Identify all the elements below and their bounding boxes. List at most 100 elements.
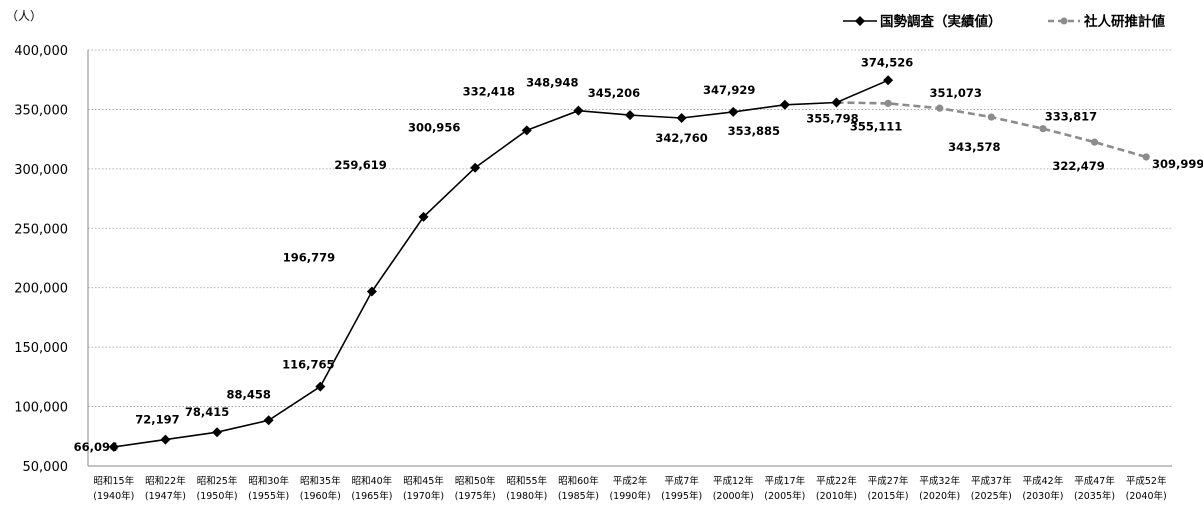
- x-tick-label: 平成12年: [713, 475, 754, 487]
- data-label: 345,206: [588, 86, 640, 100]
- data-label: 342,760: [655, 131, 707, 145]
- data-point-diamond: [521, 125, 532, 136]
- data-point-diamond: [315, 381, 326, 392]
- x-tick-year: (1980年): [506, 490, 547, 502]
- series-line-0: [113, 79, 889, 448]
- data-label: 116,765: [282, 358, 334, 372]
- data-label: 309,999: [1152, 157, 1203, 171]
- y-axis-ticks: 50,000 100,000 150,000 200,000 250,000 300,00…: [14, 44, 68, 475]
- y-axis-unit: （人）: [6, 9, 42, 23]
- x-tick-year: (1995年): [661, 490, 702, 502]
- x-tick-label: 平成2年: [613, 475, 648, 487]
- x-tick-year: (1940年): [93, 490, 134, 502]
- x-tick-year: (2000年): [713, 490, 754, 502]
- data-label: 333,817: [1045, 110, 1097, 124]
- data-label: 348,948: [526, 76, 578, 90]
- data-point-diamond: [418, 211, 429, 222]
- x-tick-label: 昭和40年: [352, 475, 393, 487]
- data-point-diamond: [366, 286, 377, 297]
- data-point-circle: [1039, 125, 1047, 133]
- data-point-circle: [936, 104, 944, 112]
- data-point-circle: [1090, 138, 1099, 146]
- data-label: 300,956: [408, 121, 460, 135]
- x-tick-year: (1985年): [558, 490, 599, 502]
- data-point-diamond: [573, 105, 584, 116]
- gridlines: [87, 49, 1172, 467]
- data-point-diamond: [831, 97, 842, 108]
- x-tick-label: 昭和35年: [300, 475, 341, 487]
- x-tick-year: (1947年): [145, 490, 186, 502]
- x-tick-label: 昭和55年: [506, 475, 547, 487]
- data-labels: 66,094 72,197 78,415 88,458 116,765 196,779 25…: [74, 55, 1203, 454]
- data-label: 374,526: [861, 55, 913, 69]
- x-tick-year: (2040年): [1126, 490, 1167, 502]
- x-tick-year: (2025年): [971, 490, 1012, 502]
- x-tick-label: 昭和50年: [455, 475, 496, 487]
- x-tick-label: 平成27年: [868, 475, 909, 487]
- x-tick-year: (2020年): [919, 490, 960, 502]
- x-tick-label: 平成42年: [1023, 475, 1064, 487]
- legend: 国勢調査（実績値） 社人研推計値: [843, 13, 1165, 30]
- data-point-diamond: [728, 106, 739, 117]
- data-label: 78,415: [185, 405, 229, 419]
- x-axis-ticks: 昭和15年 (1940年) 昭和22年 (1947年) 昭和25年 (1950年) 昭和30…: [93, 475, 1167, 502]
- data-label: 343,578: [948, 140, 1000, 154]
- y-tick-label: 100,000: [14, 401, 68, 416]
- x-tick-label: 昭和25年: [197, 475, 238, 487]
- data-point-circle: [987, 113, 995, 121]
- x-tick-label: 昭和15年: [94, 475, 135, 487]
- legend-marker-diamond: [855, 16, 865, 26]
- y-tick-label: 300,000: [14, 163, 68, 178]
- data-label: 322,479: [1052, 159, 1104, 173]
- x-tick-label: 平成37年: [971, 475, 1012, 487]
- x-tick-year: (1955年): [248, 490, 289, 502]
- data-point-diamond: [160, 434, 171, 445]
- x-tick-label: 昭和45年: [403, 475, 444, 487]
- data-label: 72,197: [135, 413, 179, 427]
- x-tick-year: (1950年): [197, 490, 238, 502]
- x-tick-label: 平成32年: [919, 475, 960, 487]
- x-tick-year: (2010年): [816, 490, 857, 502]
- x-tick-year: (1960年): [300, 490, 341, 502]
- x-tick-year: (2015年): [868, 490, 909, 502]
- data-point-diamond: [779, 99, 790, 110]
- x-tick-year: (1970年): [403, 490, 444, 502]
- x-tick-label: 平成7年: [664, 475, 699, 487]
- data-label: 353,885: [728, 124, 780, 138]
- data-label: 259,619: [334, 158, 386, 172]
- x-tick-year: (2005年): [764, 490, 805, 502]
- y-tick-label: 150,000: [14, 341, 68, 356]
- legend-marker-circle: [1060, 17, 1068, 25]
- data-label: 347,929: [703, 83, 755, 97]
- legend-label-series-2: 社人研推計値: [1083, 13, 1165, 30]
- x-tick-label: 平成52年: [1126, 475, 1167, 487]
- data-label: 66,094: [74, 440, 118, 454]
- data-point-diamond: [625, 110, 635, 121]
- data-point-diamond: [470, 162, 481, 173]
- data-label: 355,798: [806, 112, 858, 126]
- y-tick-label: 400,000: [14, 44, 68, 59]
- x-tick-year: (1975年): [455, 490, 496, 502]
- x-tick-label: 平成22年: [816, 475, 857, 487]
- x-tick-year: (1990年): [609, 490, 650, 502]
- y-tick-label: 50,000: [23, 460, 69, 475]
- data-point-diamond: [883, 75, 894, 86]
- x-tick-year: (1965年): [351, 490, 392, 502]
- data-point-circle: [1142, 153, 1150, 161]
- x-tick-label: 昭和22年: [145, 475, 186, 487]
- series-markers: [108, 75, 1150, 452]
- data-label: 332,418: [463, 84, 515, 98]
- x-tick-label: 平成47年: [1074, 475, 1115, 487]
- y-tick-label: 200,000: [14, 282, 68, 297]
- data-point-diamond: [263, 415, 274, 426]
- data-point-diamond: [212, 427, 223, 438]
- data-point-diamond: [676, 113, 687, 124]
- x-tick-year: (2030年): [1022, 490, 1063, 502]
- data-label: 88,458: [226, 387, 270, 401]
- legend-label-series-1: 国勢調査（実績値）: [880, 13, 1002, 30]
- x-tick-year: (2035年): [1074, 490, 1115, 502]
- data-point-diamond: [108, 441, 119, 452]
- x-tick-label: 平成17年: [765, 475, 806, 487]
- data-label: 196,779: [283, 251, 335, 265]
